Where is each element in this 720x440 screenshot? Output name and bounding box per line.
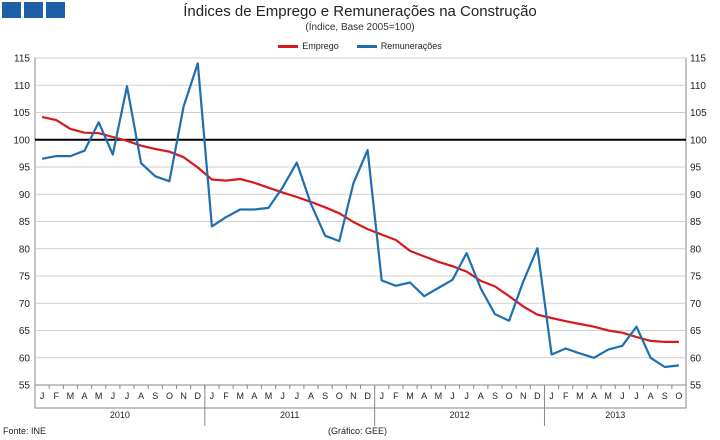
legend-item-remuneracoes: Remunerações — [356, 41, 442, 51]
y-tick-label-right: 100 — [690, 135, 707, 146]
y-tick-label-left: 65 — [19, 326, 31, 337]
year-label: 2012 — [450, 410, 470, 420]
month-label: O — [506, 391, 513, 401]
y-tick-label-right: 55 — [690, 381, 702, 392]
y-tick-label-left: 100 — [13, 135, 30, 146]
month-label: A — [251, 391, 257, 401]
month-label: J — [379, 391, 384, 401]
month-label: M — [95, 391, 103, 401]
month-label: D — [195, 391, 202, 401]
year-label: 2010 — [110, 410, 130, 420]
month-label: A — [308, 391, 314, 401]
month-label: A — [82, 391, 88, 401]
y-tick-label-right: 80 — [690, 244, 702, 255]
series-line-emprego — [41, 115, 679, 343]
y-tick-label-left: 80 — [19, 244, 31, 255]
year-label: 2011 — [280, 410, 299, 420]
series-line-remuneracoes — [41, 62, 680, 369]
month-label: O — [675, 391, 682, 401]
logo — [2, 2, 65, 18]
month-label: A — [591, 391, 597, 401]
y-tick-label-left: 55 — [19, 381, 31, 392]
month-label: J — [125, 391, 130, 401]
month-label: J — [280, 391, 285, 401]
logo-square-2 — [24, 2, 43, 18]
y-tick-label-left: 60 — [19, 353, 31, 364]
month-label: M — [604, 391, 612, 401]
month-label: J — [634, 391, 639, 401]
y-tick-label-right: 85 — [690, 217, 702, 228]
y-tick-label-left: 85 — [19, 217, 31, 228]
y-tick-label-right: 60 — [690, 353, 702, 364]
legend: Emprego Remunerações — [0, 41, 720, 51]
month-label: A — [648, 391, 654, 401]
chart-subtitle: (Índice, Base 2005=100) — [305, 22, 415, 33]
y-tick-label-left: 105 — [13, 108, 30, 119]
month-label: J — [450, 391, 455, 401]
y-tick-label-right: 110 — [690, 81, 706, 92]
month-label: D — [364, 391, 371, 401]
month-label: J — [40, 391, 45, 401]
month-label: S — [492, 391, 498, 401]
y-tick-label-right: 75 — [690, 272, 702, 283]
month-label: J — [295, 391, 300, 401]
month-label: S — [152, 391, 158, 401]
y-tick-label-right: 90 — [690, 190, 702, 201]
month-label: A — [138, 391, 144, 401]
chart-credit: (Gráfico: GEE) — [328, 426, 388, 436]
y-tick-label-left: 115 — [14, 54, 30, 65]
month-label: J — [210, 391, 215, 401]
month-label: M — [435, 391, 443, 401]
y-tick-label-left: 70 — [19, 299, 31, 310]
month-label: J — [111, 391, 116, 401]
month-label: M — [576, 391, 584, 401]
y-tick-label-right: 95 — [690, 163, 702, 174]
month-label: J — [620, 391, 625, 401]
year-label: 2013 — [605, 410, 625, 420]
month-label: M — [67, 391, 75, 401]
y-tick-label-left: 75 — [19, 272, 31, 283]
legend-item-emprego: Emprego — [278, 41, 339, 51]
logo-square-1 — [2, 2, 21, 18]
legend-label-remuneracoes: Remunerações — [380, 41, 442, 51]
y-tick-label-left: 110 — [14, 81, 30, 92]
month-label: M — [236, 391, 244, 401]
month-label: O — [336, 391, 343, 401]
chart-title: Índices de Emprego e Remunerações na Con… — [183, 3, 537, 20]
y-tick-label-left: 90 — [19, 190, 31, 201]
month-label: N — [350, 391, 357, 401]
legend-swatch-remuneracoes — [356, 44, 377, 48]
month-label: F — [223, 391, 229, 401]
month-label: J — [549, 391, 554, 401]
month-label: M — [265, 391, 273, 401]
logo-square-3 — [46, 2, 65, 18]
month-label: F — [53, 391, 59, 401]
legend-swatch-emprego — [278, 44, 299, 48]
month-label: N — [180, 391, 187, 401]
month-label: S — [322, 391, 328, 401]
y-tick-label-right: 105 — [690, 108, 707, 119]
y-tick-label-right: 70 — [690, 299, 702, 310]
y-tick-label-left: 95 — [19, 163, 31, 174]
month-label: S — [662, 391, 668, 401]
month-label: F — [393, 391, 399, 401]
month-label: M — [406, 391, 414, 401]
y-tick-label-right: 65 — [690, 326, 702, 337]
month-label: A — [421, 391, 427, 401]
month-label: J — [464, 391, 469, 401]
month-label: A — [478, 391, 484, 401]
month-label: D — [534, 391, 541, 401]
source-note: Fonte: INE — [3, 426, 47, 436]
legend-label-emprego: Emprego — [302, 41, 339, 51]
month-label: O — [166, 391, 173, 401]
month-label: F — [563, 391, 569, 401]
y-tick-label-right: 115 — [690, 54, 706, 65]
month-label: N — [520, 391, 527, 401]
